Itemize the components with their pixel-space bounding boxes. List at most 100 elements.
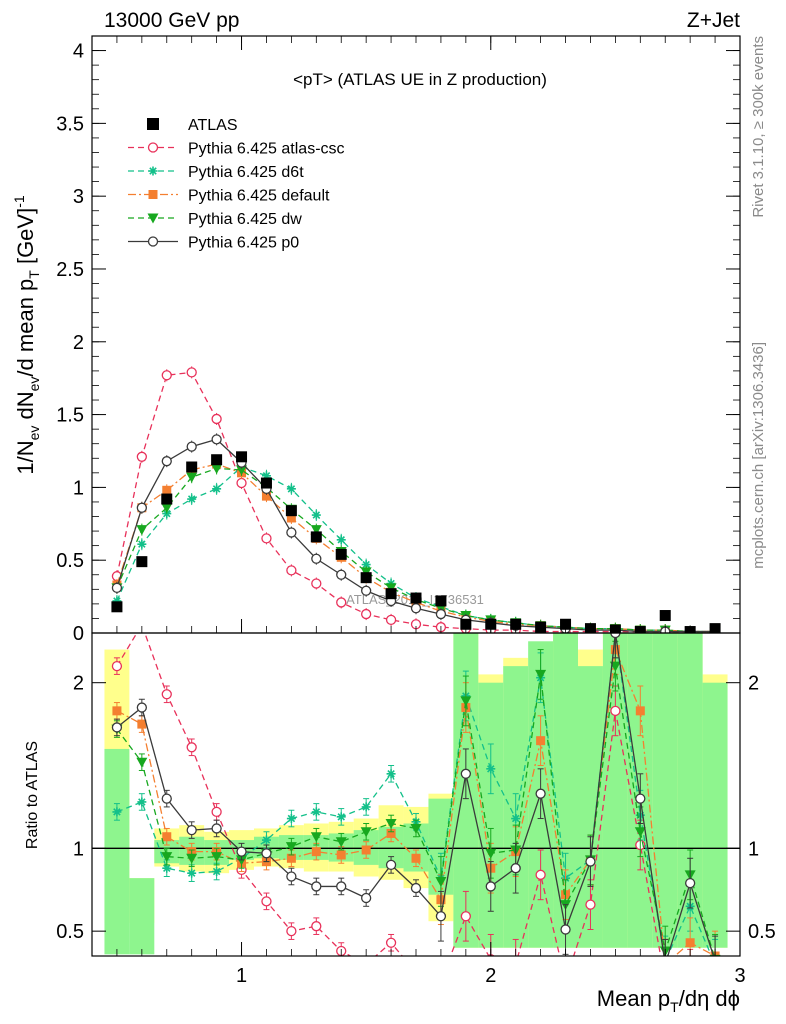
ratio-point xyxy=(286,871,297,882)
series-point xyxy=(310,525,322,536)
bottom-ytick-label-right: 2 xyxy=(748,673,759,695)
green-band-bin xyxy=(702,682,728,948)
series-point xyxy=(112,596,122,606)
series-point xyxy=(136,451,147,462)
ratio-point xyxy=(510,863,521,874)
ratio-point xyxy=(112,807,122,817)
atlas-point xyxy=(186,461,198,473)
plot-title: <pT> (ATLAS UE in Z production) xyxy=(293,70,547,89)
ratio-point xyxy=(286,814,296,824)
series-point xyxy=(336,597,347,608)
series-point xyxy=(261,533,272,544)
ratio-point xyxy=(211,823,222,834)
series-point xyxy=(286,513,296,523)
ratio-point xyxy=(310,832,322,843)
ratio-point xyxy=(136,702,147,713)
series-point xyxy=(236,465,248,476)
ratio-point xyxy=(511,960,520,969)
ratio-point xyxy=(661,960,670,969)
ratio-point xyxy=(311,921,322,932)
ratio-point xyxy=(162,832,172,842)
green-band-bin xyxy=(104,748,130,955)
header-right: Z+Jet xyxy=(687,9,740,32)
series-point xyxy=(286,484,296,494)
legend-item: Pythia 6.425 dw xyxy=(128,211,302,228)
ratio-point xyxy=(112,706,122,716)
ratio-point xyxy=(161,793,172,804)
ratio-point xyxy=(286,926,297,937)
atlas-point xyxy=(161,493,173,505)
atlas-point xyxy=(260,477,272,489)
series-point xyxy=(361,585,372,596)
series-4 xyxy=(111,433,721,633)
atlas-point xyxy=(335,548,347,560)
legend-marker xyxy=(147,213,159,224)
green-band-bin xyxy=(129,878,155,955)
series-point xyxy=(212,484,222,494)
ratio-point xyxy=(286,853,296,863)
ratio-point xyxy=(385,859,397,871)
xtick-label: 2 xyxy=(485,965,496,987)
atlas-point xyxy=(111,601,123,613)
bottom-ytick-label: 0.5 xyxy=(56,921,84,943)
plot-title-text: <pT> (ATLAS UE in Z production) xyxy=(293,70,547,89)
xtick-label: 1 xyxy=(236,965,247,987)
series-point xyxy=(162,485,172,495)
ratio-point xyxy=(162,863,172,873)
atlas-point xyxy=(236,451,248,463)
green-band-bin xyxy=(652,633,678,948)
ratio-point xyxy=(436,976,445,985)
ratio-point xyxy=(111,660,123,672)
series-point xyxy=(161,370,172,381)
legend-marker xyxy=(147,142,159,153)
series-point xyxy=(136,525,148,536)
ratio-point xyxy=(336,850,346,860)
legend-item: Pythia 6.425 d6t xyxy=(128,164,304,181)
ratio-point xyxy=(137,719,147,729)
atlas-point xyxy=(360,572,372,584)
series-point xyxy=(385,614,397,626)
series-point xyxy=(261,471,271,481)
ratio-point xyxy=(186,824,197,836)
ratio-point xyxy=(610,705,621,717)
series-point xyxy=(286,527,297,538)
legend-item: Pythia 6.425 atlas-csc xyxy=(128,141,345,158)
ratio-point xyxy=(336,881,347,892)
legend-label: Pythia 6.425 p0 xyxy=(188,235,299,252)
series-point xyxy=(161,456,172,467)
series-point xyxy=(211,413,222,425)
bottom-ytick-label-right: 1 xyxy=(748,838,759,860)
bottom-ytick-label: 1 xyxy=(73,838,84,860)
top-ylabel: 1/Nev dNev/d mean pT [GeV]-1 xyxy=(11,195,42,475)
series-point xyxy=(137,539,147,549)
series-point xyxy=(261,491,271,501)
header-left: 13000 GeV pp xyxy=(104,9,239,32)
ratio-point xyxy=(186,742,197,753)
series-point xyxy=(311,578,322,589)
ratio-point xyxy=(634,827,646,838)
ratio-point xyxy=(311,847,321,857)
ratio-point xyxy=(410,882,422,894)
series-point xyxy=(136,502,147,513)
ratio-point xyxy=(661,976,670,985)
legend-item: ATLAS xyxy=(147,117,238,134)
series-point xyxy=(187,494,197,504)
ratio-point xyxy=(236,846,247,857)
ratio-point xyxy=(161,852,173,863)
ratio-point xyxy=(311,881,322,892)
legend-label: Pythia 6.425 dw xyxy=(188,211,302,228)
ratio-point xyxy=(485,881,496,892)
top-ytick-label: 1.5 xyxy=(56,405,84,427)
ratio-point xyxy=(561,976,570,985)
series-point xyxy=(410,603,422,614)
series-point xyxy=(111,582,123,594)
ratio-point xyxy=(635,706,645,716)
atlas-point xyxy=(136,556,148,568)
ratio-point xyxy=(137,797,147,807)
ratio-point xyxy=(685,877,696,889)
legend-marker xyxy=(148,166,158,176)
ratio-point xyxy=(610,633,621,639)
legend-label: Pythia 6.425 atlas-csc xyxy=(188,141,345,158)
series-point xyxy=(186,367,197,378)
ratio-point xyxy=(111,722,123,733)
